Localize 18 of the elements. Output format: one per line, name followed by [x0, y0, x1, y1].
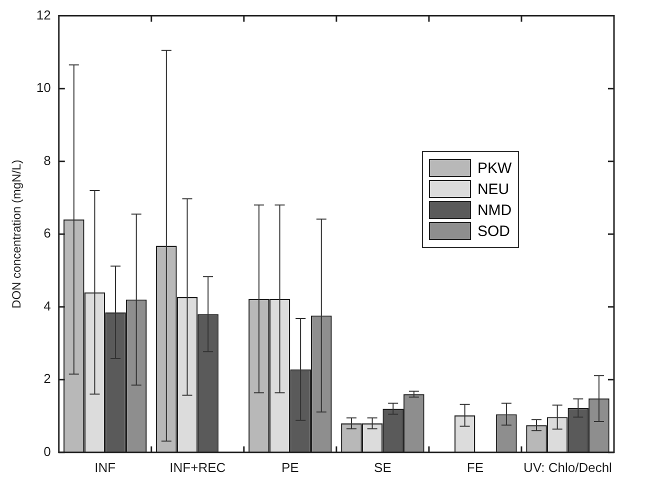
legend-label: NEU	[477, 180, 510, 198]
y-tick-label: 10	[36, 80, 51, 96]
legend-label: PKW	[477, 160, 512, 177]
y-tick-label: 2	[44, 371, 51, 386]
x-tick-label: SE	[374, 460, 392, 475]
y-tick-label: 0	[44, 444, 51, 459]
y-tick-label: 6	[44, 226, 51, 241]
y-tick-label: 8	[44, 152, 51, 168]
x-tick-label: PE	[281, 460, 300, 475]
y-tick-label: 4	[44, 298, 51, 314]
x-tick-label: INF+REC	[170, 460, 226, 475]
x-tick-label: UV: Chlo/Dechl	[524, 460, 612, 475]
legend-label: SOD	[477, 222, 510, 240]
legend-label: NMD	[477, 202, 512, 219]
x-tick-label: INF	[94, 460, 116, 475]
y-tick-label: 12	[36, 7, 51, 22]
x-tick-label: FE	[466, 460, 484, 475]
y-axis-title: DON concentration (mgN/L)	[10, 160, 24, 308]
